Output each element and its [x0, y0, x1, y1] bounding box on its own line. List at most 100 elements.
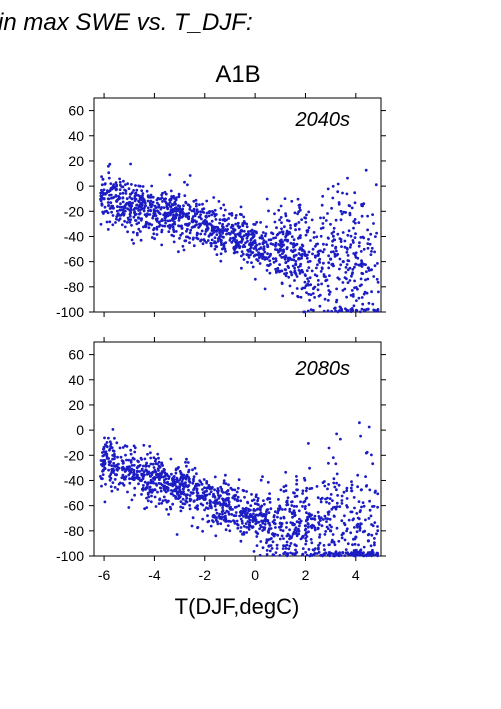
- scatter-point: [160, 196, 164, 200]
- y-tick-label: 0: [76, 178, 84, 194]
- scatter-point: [276, 515, 279, 519]
- y-tick-label: -80: [64, 279, 84, 295]
- scatter-point: [295, 532, 299, 536]
- scatter-point: [331, 196, 335, 200]
- scatter-point: [311, 252, 314, 256]
- scatter-point: [129, 211, 133, 215]
- scatter-point: [195, 494, 199, 497]
- scatter-point: [291, 552, 295, 556]
- scatter-point: [195, 231, 199, 235]
- scatter-point: [371, 524, 375, 528]
- scatter-point: [305, 531, 308, 534]
- scatter-point: [119, 455, 123, 459]
- scatter-point: [304, 542, 308, 546]
- scatter-point: [292, 491, 295, 495]
- scatter-point: [109, 187, 113, 191]
- scatter-point: [350, 274, 353, 278]
- scatter-point: [136, 207, 140, 210]
- scatter-point: [218, 221, 222, 225]
- scatter-point: [211, 514, 215, 518]
- scatter-point: [140, 468, 144, 472]
- scatter-point: [335, 432, 338, 436]
- scatter-point: [125, 221, 129, 224]
- scatter-point: [109, 201, 113, 205]
- scatter-point: [313, 244, 317, 248]
- scatter-point: [291, 264, 295, 268]
- scatter-point: [167, 477, 171, 480]
- scatter-point: [242, 234, 246, 238]
- scatter-point: [277, 498, 280, 501]
- scatter-point: [168, 211, 172, 215]
- scatter-point: [299, 270, 302, 273]
- scatter-point: [337, 539, 341, 543]
- scatter-point: [245, 531, 249, 534]
- scatter-point: [285, 521, 289, 525]
- scatter-point: [304, 497, 308, 501]
- scatter-point: [295, 478, 299, 482]
- scatter-point: [313, 528, 317, 532]
- scatter-point: [213, 501, 217, 505]
- scatter-point: [120, 223, 124, 227]
- scatter-point: [293, 543, 297, 547]
- scatter-point: [271, 540, 275, 544]
- scatter-point: [211, 210, 214, 213]
- scatter-point: [150, 494, 153, 498]
- scatter-point: [316, 279, 320, 282]
- scatter-point: [267, 238, 271, 242]
- scatter-point: [130, 464, 134, 467]
- scatter-point: [280, 230, 284, 234]
- scatter-point: [219, 206, 223, 210]
- scatter-point: [368, 551, 372, 554]
- scatter-point: [217, 489, 220, 493]
- scatter-point: [320, 266, 324, 270]
- scatter-point: [215, 253, 219, 256]
- scatter-point: [165, 202, 168, 205]
- scatter-point: [335, 481, 338, 485]
- scatter-point: [233, 228, 237, 232]
- scatter-point: [208, 222, 211, 226]
- scatter-point: [307, 503, 311, 507]
- scatter-point: [281, 252, 284, 256]
- scatter-point: [342, 490, 346, 494]
- scatter-point: [147, 223, 151, 226]
- scatter-point: [216, 487, 220, 490]
- scatter-point: [209, 524, 213, 528]
- scatter-point: [184, 215, 188, 218]
- scatter-point: [130, 197, 134, 201]
- scatter-point: [265, 225, 268, 229]
- scatter-point: [160, 230, 164, 234]
- scatter-point: [212, 492, 215, 496]
- scatter-point: [312, 236, 316, 239]
- scatter-point: [121, 211, 125, 215]
- scatter-point: [329, 529, 333, 533]
- scatter-point: [157, 221, 161, 225]
- scatter-point: [181, 214, 185, 218]
- scatter-point: [118, 446, 122, 450]
- scatter-point: [220, 243, 223, 247]
- scatter-point: [100, 183, 104, 187]
- scatter-point: [134, 184, 137, 187]
- scatter-point: [104, 451, 108, 455]
- scatter-point: [135, 466, 139, 470]
- scatter-point: [205, 228, 208, 231]
- scatter-point: [146, 491, 150, 495]
- scatter-point: [288, 510, 292, 513]
- scatter-point: [267, 511, 271, 514]
- scatter-point: [101, 451, 104, 454]
- y-tick-label: -100: [56, 304, 84, 320]
- scatter-point: [310, 541, 314, 545]
- scatter-point: [362, 236, 366, 240]
- scatter-point: [222, 242, 226, 246]
- scatter-point: [121, 446, 125, 449]
- scatter-point: [283, 257, 287, 261]
- scatter-point: [261, 475, 264, 478]
- scatter-point: [199, 210, 202, 214]
- scatter-point: [200, 494, 204, 498]
- scatter-point: [104, 443, 107, 446]
- scatter-point: [217, 494, 220, 497]
- scatter-point: [142, 443, 146, 447]
- scatter-point: [109, 182, 113, 186]
- scatter-point: [343, 554, 347, 557]
- scatter-point: [109, 206, 113, 210]
- scatter-point: [183, 502, 187, 506]
